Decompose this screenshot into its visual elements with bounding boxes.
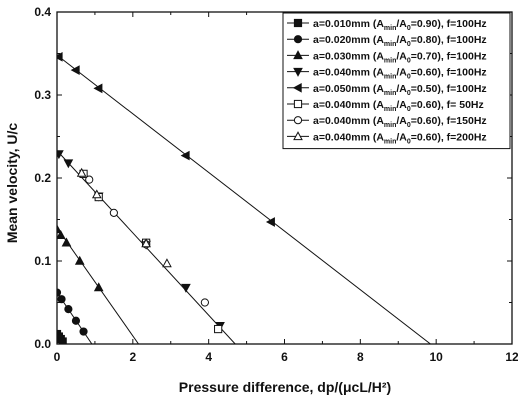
data-point [93,83,103,94]
data-point [57,230,66,239]
data-point [85,175,94,184]
legend-label: a=0.050mm (Amin/A0=0.50), f=100Hz [313,83,487,97]
data-point [57,51,63,62]
x-tick-label: 2 [129,350,136,364]
series-5 [57,51,431,344]
data-point [162,258,172,268]
x-tick-label: 6 [281,350,288,364]
y-tick-label: 0.2 [34,171,51,185]
legend-item: a=0.020mm (Amin/A0=0.80), f=100Hz [287,34,487,48]
x-tick-label: 8 [357,350,364,364]
legend-label: a=0.030mm (Amin/A0=0.70), f=100Hz [313,50,487,64]
data-point [181,283,191,293]
legend-label: a=0.010mm (Amin/A0=0.90), f=100Hz [313,18,487,32]
data-point [57,224,62,234]
legend-label: a=0.020mm (Amin/A0=0.80), f=100Hz [313,34,487,48]
legend-marker [293,116,303,125]
x-tick-label: 4 [205,350,212,364]
data-point [214,324,223,334]
x-axis-title: Pressure difference, dp/(μcL/H²) [179,379,391,395]
legend-marker [293,18,303,28]
series-3 [57,224,139,344]
legend: a=0.010mm (Amin/A0=0.90), f=100Hz a=0.020… [282,12,511,150]
data-point [74,255,85,265]
series-layer [57,51,431,344]
y-axis-title: Mean velocity, U/c [4,123,20,244]
data-point [71,316,81,325]
data-point [79,327,88,336]
y-tick-label: 0.4 [34,5,51,19]
axes-layer: 0 2 4 6 8 10 12 0.0 0.1 0.2 0.3 0.4 [34,5,518,364]
data-point [57,295,66,304]
legend-label: a=0.040mm (Amin/A0=0.60), f=100Hz [313,67,487,81]
legend-item: a=0.040mm (Amin/A0=0.60), f= 50Hz [287,99,484,113]
data-point [91,189,102,199]
data-point [61,237,72,247]
data-point [200,298,209,307]
x-tick-label: 10 [429,350,443,364]
legend-marker [293,35,303,44]
data-point [57,150,64,160]
data-point [180,150,190,161]
data-point [93,282,104,292]
data-point [63,159,74,169]
y-tick-label: 0.1 [34,254,51,268]
legend-label: a=0.040mm (Amin/A0=0.60), f= 50Hz [313,99,484,113]
x-tick-label: 0 [54,350,61,364]
x-tick-label: 12 [505,350,518,364]
legend-marker [293,131,303,141]
legend-marker [292,82,302,93]
legend-item: a=0.040mm (Amin/A0=0.60), f=100Hz [287,67,487,81]
legend-item: a=0.040mm (Amin/A0=0.60), f=200Hz [287,131,487,145]
y-tick-label: 0.0 [34,337,51,351]
legend-item: a=0.050mm (Amin/A0=0.50), f=100Hz [287,83,487,97]
legend-item: a=0.040mm (Amin/A0=0.60), f=150Hz [287,115,487,129]
data-point [109,208,118,217]
data-point [265,217,275,227]
data-point [141,238,151,248]
data-point [64,305,73,314]
legend-label: a=0.040mm (Amin/A0=0.60), f=200Hz [313,131,487,145]
y-tick-label: 0.3 [34,88,51,102]
legend-box [282,12,511,150]
legend-item: a=0.030mm (Amin/A0=0.70), f=100Hz [287,50,487,64]
data-point [57,288,62,297]
series-8 [76,167,172,268]
series-2 [57,288,93,344]
data-point [58,337,67,344]
data-point [76,167,87,177]
legend-marker [293,50,303,60]
legend-marker [293,99,303,109]
legend-item: a=0.010mm (Amin/A0=0.90), f=100Hz [287,18,487,32]
legend-marker [293,67,303,77]
series-line [57,54,431,344]
data-point [70,65,80,75]
legend-label: a=0.040mm (Amin/A0=0.60), f=150Hz [313,115,487,129]
